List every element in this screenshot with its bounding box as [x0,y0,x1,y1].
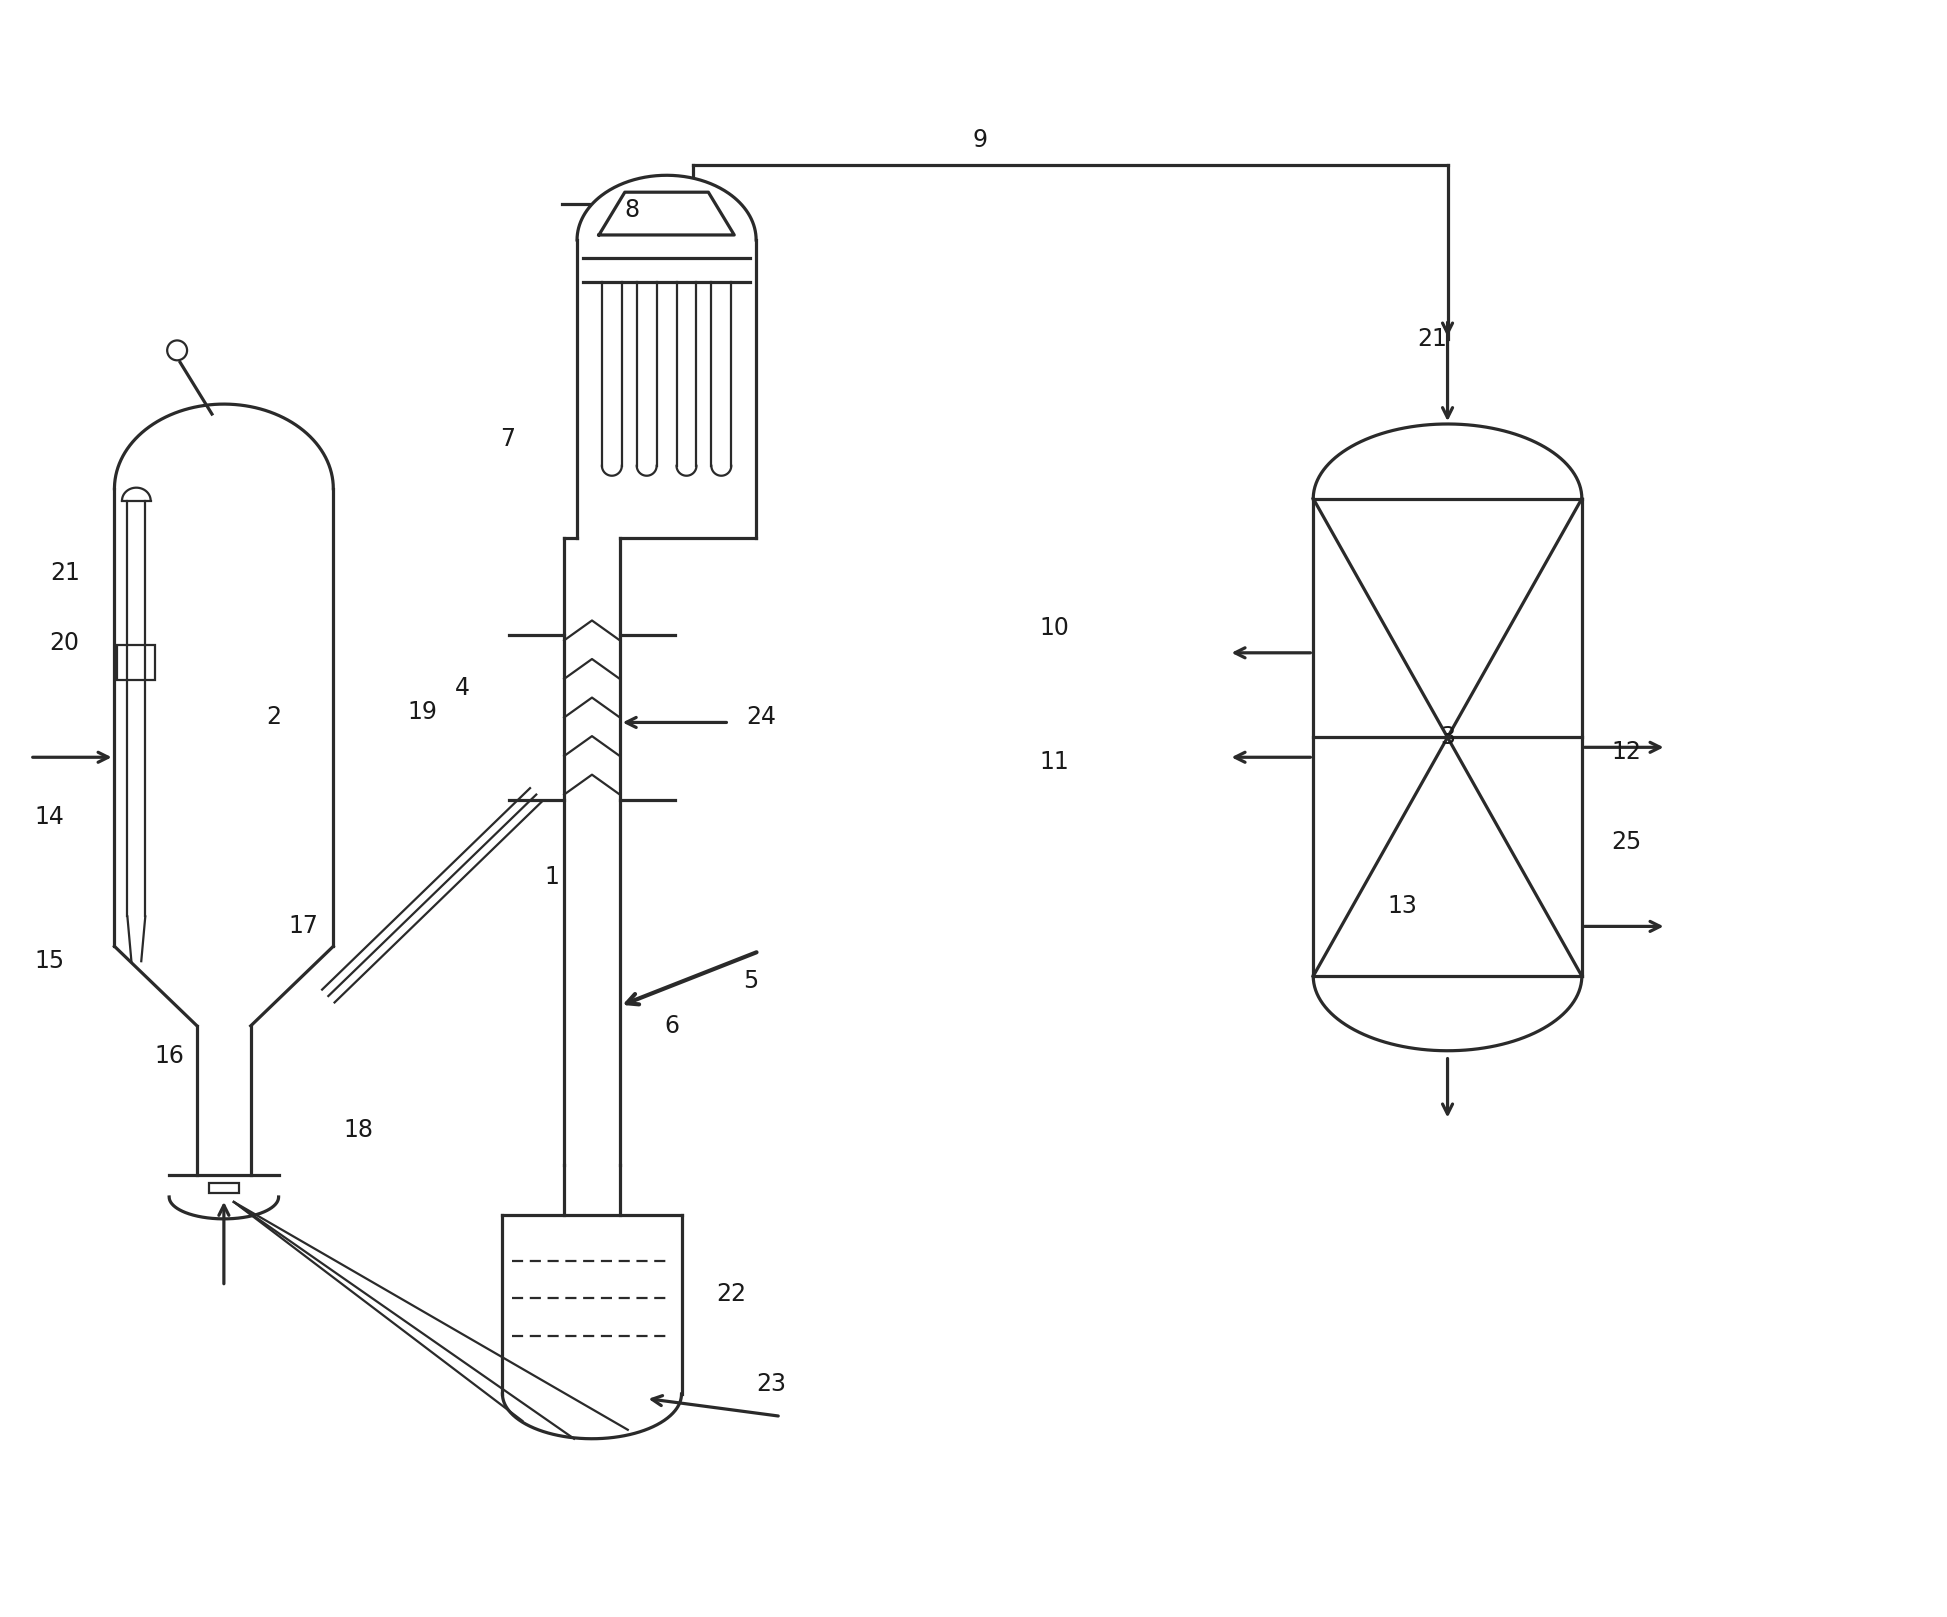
Text: 8: 8 [625,199,639,222]
Text: 21: 21 [1417,327,1447,351]
Text: 18: 18 [343,1119,374,1142]
Text: 12: 12 [1612,741,1641,765]
Text: 25: 25 [1612,830,1641,854]
Text: 2: 2 [267,705,280,729]
Text: 3: 3 [1441,726,1454,749]
Text: 23: 23 [755,1371,787,1395]
Text: 9: 9 [972,128,987,152]
Text: 1: 1 [545,865,559,889]
Text: 15: 15 [35,949,64,973]
Text: 7: 7 [500,427,514,451]
Text: 24: 24 [746,705,777,729]
Text: 19: 19 [409,700,438,724]
Text: 22: 22 [716,1282,746,1307]
Text: 17: 17 [288,914,319,938]
Text: 14: 14 [35,805,64,830]
Bar [117,645,156,681]
Bar [208,1184,239,1193]
Text: 10: 10 [1040,616,1069,640]
Text: 16: 16 [154,1043,185,1067]
Text: 20: 20 [51,631,80,655]
Text: 13: 13 [1388,894,1417,918]
Text: 5: 5 [744,969,759,993]
Text: 4: 4 [456,676,469,700]
Text: 11: 11 [1040,750,1069,775]
Text: 6: 6 [664,1014,680,1038]
Text: 21: 21 [51,561,80,585]
